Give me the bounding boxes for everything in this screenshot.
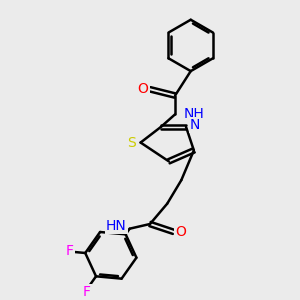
Text: O: O (138, 82, 148, 96)
Text: S: S (128, 136, 136, 149)
Text: F: F (83, 285, 91, 299)
Text: N: N (190, 118, 200, 132)
Text: F: F (66, 244, 74, 258)
Text: HN: HN (106, 219, 127, 232)
Text: NH: NH (184, 107, 204, 121)
Text: O: O (175, 225, 186, 239)
